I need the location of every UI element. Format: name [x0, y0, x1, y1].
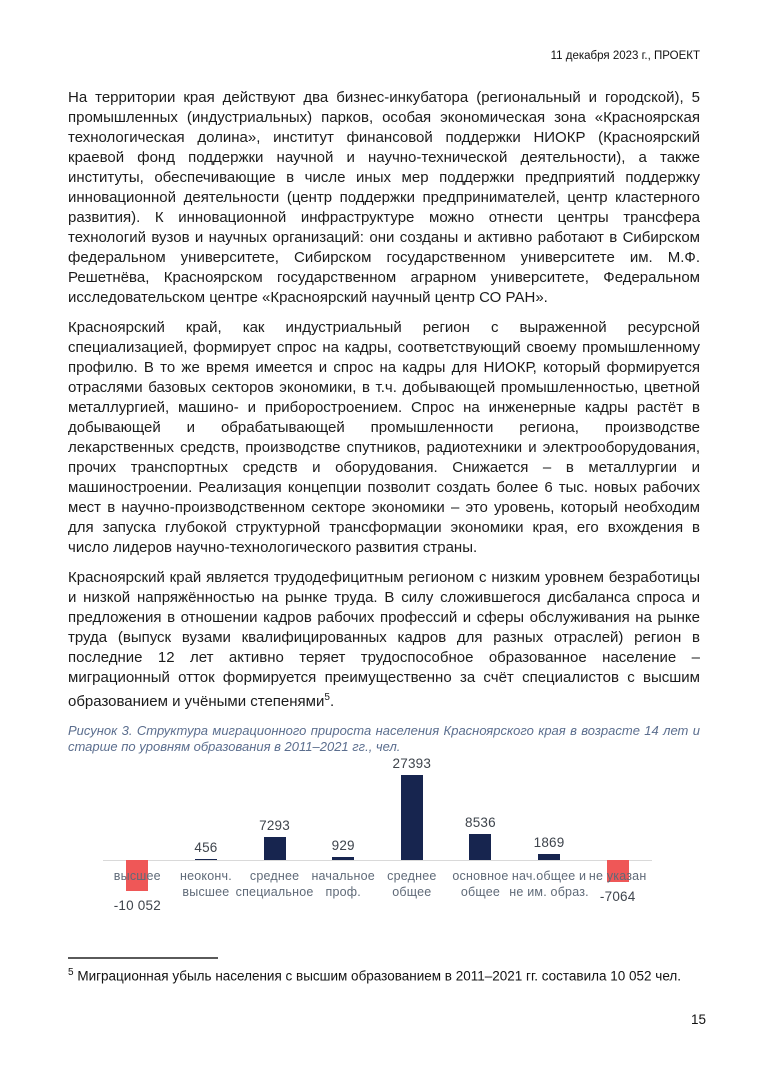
chart-value-label: 7293	[259, 818, 290, 834]
chart-column: 929 начальное проф.	[309, 758, 378, 916]
document-body: На территории края действуют два бизнес-…	[68, 88, 700, 916]
chart-category-label: не указан	[588, 869, 647, 883]
figure-caption: Рисунок 3. Структура миграционного приро…	[68, 723, 700, 754]
document-header: 11 декабря 2023 г., ПРОЕКТ	[68, 50, 700, 62]
chart-value-label: 456	[194, 839, 218, 855]
chart-axis-line	[103, 860, 652, 861]
chart-column: -10 052 высшее	[103, 758, 172, 916]
chart-column: 1869 нач.общее и не им. образ.	[509, 758, 588, 916]
paragraph-text: Красноярский край является трудодефицитн…	[68, 569, 700, 710]
body-paragraph-3: Красноярский край является трудодефицитн…	[68, 568, 700, 712]
footnote-reference: 5	[324, 692, 330, 703]
chart-category-label: начальное проф.	[311, 869, 375, 899]
body-paragraph-2: Красноярский край, как индустриальный ре…	[68, 319, 700, 556]
chart-value-label: -10 052	[113, 898, 161, 914]
chart-bar	[126, 860, 149, 892]
paragraph-tail: .	[329, 693, 335, 710]
chart-plot-area: -10 052 высшее 456 неоконч. высшее 7293 средне…	[103, 755, 652, 916]
chart-bar	[606, 860, 629, 882]
chart-column: 27393 среднее общее	[378, 755, 447, 916]
page-number: 15	[690, 1012, 706, 1027]
chart-column: -7064 не указан	[583, 758, 652, 916]
chart-column: 7293 среднее специальное	[236, 758, 314, 916]
chart-bar	[332, 857, 355, 860]
footnote-body: Миграционная убыль населения с высшим об…	[77, 968, 682, 984]
chart-value-label: 929	[331, 838, 355, 854]
chart-bar	[469, 833, 492, 860]
footnote-separator	[68, 957, 218, 959]
footnote-marker: 5	[68, 967, 74, 978]
footnote: 5 Миграционная убыль населения с высшим …	[68, 957, 700, 985]
chart-column: 456 неоконч. высшее	[172, 758, 241, 916]
chart-category-label: основное общее	[452, 869, 509, 899]
header-date-label: 11 декабря 2023 г., ПРОЕКТ	[550, 50, 700, 62]
chart-category-label: высшее	[113, 869, 161, 883]
chart: -10 052 высшее 456 неоконч. высшее 7293 средне…	[103, 755, 652, 916]
chart-category-label: неоконч. высшее	[180, 869, 232, 899]
footnote-text: 5 Миграционная убыль населения с высшим …	[68, 964, 700, 985]
chart-value-label: 1869	[533, 835, 565, 851]
chart-value-label: -7064	[599, 888, 636, 904]
chart-bar	[400, 774, 423, 860]
body-paragraph-1: На территории края действуют два бизнес-…	[68, 89, 700, 306]
chart-value-label: 27393	[392, 755, 432, 771]
chart-bar	[263, 837, 286, 860]
chart-category-label: среднее общее	[387, 869, 437, 899]
chart-bar	[194, 858, 217, 860]
chart-bar	[538, 854, 561, 860]
chart-category-label: нач.общее и не им. образ.	[509, 869, 589, 899]
chart-category-label: среднее специальное	[235, 869, 314, 899]
chart-column: 8536 основное общее	[446, 758, 515, 916]
chart-value-label: 8536	[465, 814, 496, 830]
